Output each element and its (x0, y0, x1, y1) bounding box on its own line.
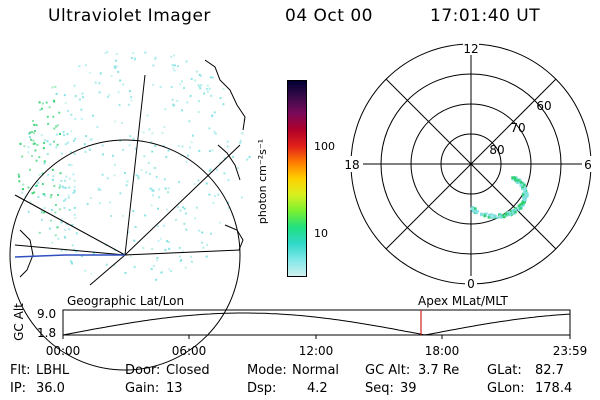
mlt-label-0: 0 (467, 277, 475, 291)
colorbar-tick-100: 100 (314, 140, 335, 153)
timeline-ticks (62, 335, 571, 339)
auroral-emission-speckle (17, 50, 251, 281)
orbit-timeline: 9.0 1.8 GC Alt 00:00 06:00 12:00 18:00 2… (12, 303, 588, 358)
colorbar-tick-10: 10 (314, 227, 328, 240)
flt-key: Flt: (10, 363, 31, 378)
polar-aurora-oval (470, 176, 529, 220)
colorbar (287, 80, 307, 277)
mlt-label-18: 18 (344, 158, 359, 172)
glon-key: GLon: (487, 381, 525, 396)
xtick-1200: 12:00 (299, 344, 334, 358)
xtick-1800: 18:00 (425, 344, 460, 358)
instrument-title: Ultraviolet Imager (48, 6, 211, 26)
latitude-circle (9, 139, 241, 371)
dsp-value: 4.2 (307, 381, 328, 396)
glat-value: 82.7 (535, 363, 564, 378)
mlat-label-80: 80 (489, 143, 504, 157)
xtick-0600: 06:00 (172, 344, 207, 358)
ytick-1-8: 1.8 (37, 326, 56, 340)
ip-value: 36.0 (36, 381, 65, 396)
door-key: Door: (125, 363, 161, 378)
door-value: Closed (166, 363, 210, 378)
mlat-label-60: 60 (536, 99, 551, 113)
mlt-label-6: 6 (584, 158, 592, 172)
gain-value: 13 (166, 381, 183, 396)
gain-key: Gain: (125, 381, 160, 396)
polar-mlt-plot: 12 18 6 0 60 70 80 (341, 41, 596, 291)
dsp-key: Dsp: (247, 381, 277, 396)
coast-blue-line (14, 254, 125, 258)
mlat-label-70: 70 (510, 121, 525, 135)
glon-value: 178.4 (535, 381, 573, 396)
timeline-ylabel: GC Alt (12, 303, 26, 341)
longitude-lines (14, 74, 241, 286)
ip-key: IP: (10, 381, 27, 396)
gcalt-key: GC Alt: (365, 363, 411, 378)
xtick-0000: 00:00 (46, 344, 81, 358)
orbit-altitude-curve (62, 312, 571, 336)
geographic-image-panel (9, 50, 251, 371)
ytick-9: 9.0 (37, 307, 56, 321)
timeline-left-label: Geographic Lat/Lon (67, 294, 185, 308)
colorbar-unit-label: photon cm⁻²s⁻¹ (256, 138, 270, 225)
mlt-label-12: 12 (463, 42, 478, 56)
xtick-2359: 23:59 (553, 344, 588, 358)
flt-value: LBHL (36, 363, 70, 378)
date-label: 04 Oct 00 (285, 6, 373, 26)
time-label: 17:01:40 UT (430, 6, 541, 26)
mode-value: Normal (292, 363, 340, 378)
seq-key: Seq: (365, 381, 394, 396)
seq-value: 39 (400, 381, 417, 396)
coastlines (19, 59, 246, 278)
glat-key: GLat: (487, 363, 522, 378)
mode-key: Mode: (247, 363, 287, 378)
timeline-right-label: Apex MLat/MLT (418, 294, 508, 308)
gcalt-value: 3.7 Re (418, 363, 460, 378)
